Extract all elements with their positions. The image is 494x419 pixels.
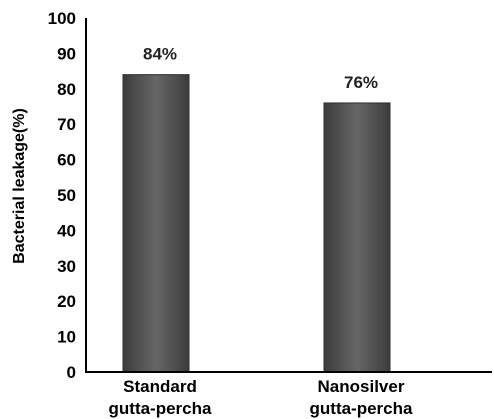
y-tick-labels: 0 10 20 30 40 50 60 70 80 90 100 <box>48 9 76 382</box>
y-tick-label: 10 <box>57 328 76 347</box>
y-tick-label: 40 <box>57 221 76 240</box>
category-label: gutta-percha <box>310 399 414 418</box>
y-axis-label: Bacterial leakage(%) <box>11 108 28 264</box>
bars <box>122 74 391 373</box>
data-label: 76% <box>344 73 378 92</box>
data-labels: 84% 76% <box>143 45 378 92</box>
bar <box>323 102 391 373</box>
y-tick-label: 70 <box>57 115 76 134</box>
y-tick-label: 0 <box>67 363 76 382</box>
category-label: gutta-percha <box>109 399 213 418</box>
y-tick-label: 50 <box>57 186 76 205</box>
y-tick-label: 30 <box>57 257 76 276</box>
bar <box>122 74 190 373</box>
category-label: Standard <box>123 377 197 396</box>
data-label: 84% <box>143 45 177 64</box>
category-label: Nanosilver <box>318 377 405 396</box>
y-tick-label: 80 <box>57 80 76 99</box>
category-labels: Standard gutta-percha Nanosilver gutta-perc… <box>109 377 414 418</box>
y-tick-label: 90 <box>57 44 76 63</box>
y-tick-label: 60 <box>57 151 76 170</box>
y-tick-label: 20 <box>57 292 76 311</box>
y-tick-label: 100 <box>48 9 76 28</box>
